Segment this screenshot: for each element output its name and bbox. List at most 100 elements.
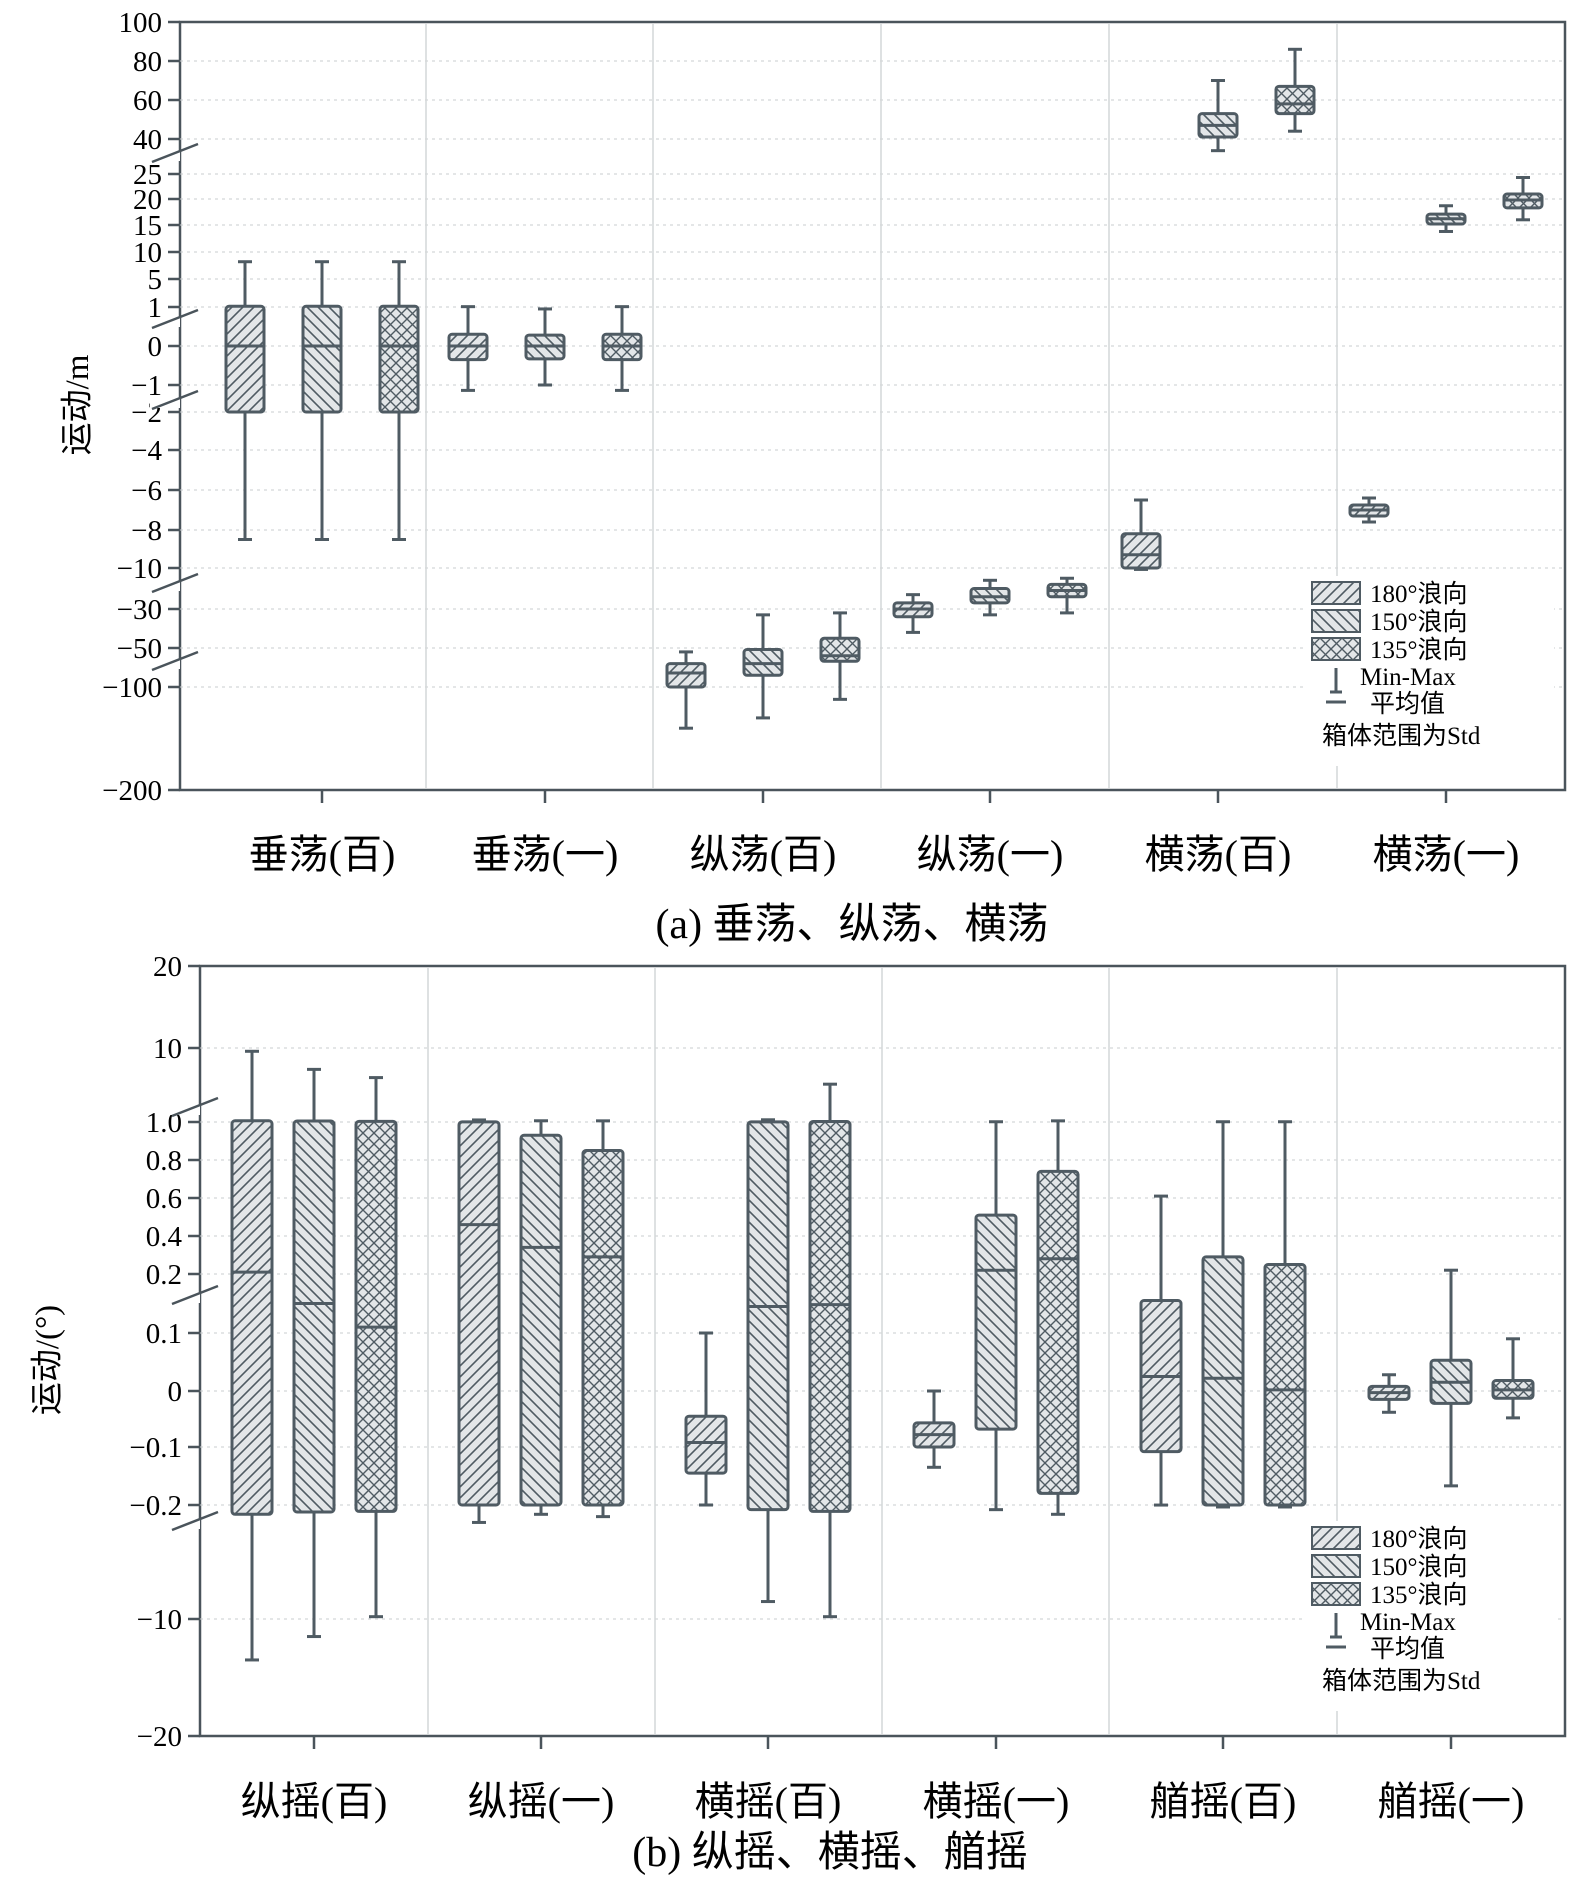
box-std — [224, 304, 266, 414]
y-tick-label: 0.6 — [146, 1183, 182, 1215]
axis-break-mark — [171, 1096, 219, 1118]
boxplot — [1263, 1120, 1307, 1509]
box-std — [519, 1133, 563, 1507]
box-std — [1201, 1255, 1245, 1507]
legend-background — [1304, 1521, 1554, 1711]
boxplot — [292, 1067, 336, 1639]
box-std — [581, 1149, 625, 1507]
category-label: 纵荡(一) — [917, 832, 1064, 877]
boxplot — [224, 260, 266, 541]
boxplot — [354, 1076, 398, 1619]
y-tick-label: 20 — [133, 184, 162, 216]
boxplots-a — [224, 47, 1544, 730]
boxplot — [378, 260, 420, 541]
boxplot — [581, 1119, 625, 1519]
legend-label: 135°浪向 — [1370, 636, 1468, 664]
legend-minmax-label: Min-Max — [1360, 664, 1456, 691]
axis-break-mark — [171, 1284, 219, 1306]
legend-swatch — [1311, 637, 1361, 661]
category-label: 垂荡(一) — [472, 832, 619, 877]
boxplot — [230, 1049, 274, 1662]
category-label: 纵荡(百) — [690, 832, 837, 877]
y-tick-label: 60 — [133, 85, 162, 117]
y-tick-label: −4 — [131, 435, 162, 467]
box-std — [808, 1120, 852, 1513]
boxplot — [301, 260, 343, 541]
category-label: 横摇(百) — [695, 1779, 842, 1824]
category-label: 纵摇(一) — [468, 1779, 615, 1824]
y-tick-label: 5 — [148, 264, 163, 296]
y-tick-label: 10 — [133, 237, 162, 269]
boxplot — [1502, 176, 1544, 222]
category-label: 垂荡(百) — [249, 832, 396, 877]
boxplot — [1139, 1194, 1183, 1507]
box-std — [746, 1120, 790, 1512]
y-axis-title-a: 运动/m — [60, 354, 96, 455]
legend-swatch — [1311, 1526, 1361, 1550]
category-labels-a: 垂荡(百) 垂荡(一) 纵荡(百) 纵荡(一) 横荡(百) 横荡(一) — [249, 832, 1520, 877]
boxplot — [1425, 204, 1467, 233]
y-tick-label: −6 — [131, 475, 162, 507]
category-label: 横摇(一) — [923, 1779, 1070, 1824]
axis-breaks-b — [170, 1096, 219, 1532]
box-std — [819, 636, 861, 663]
y-tick-label: 0.8 — [146, 1145, 182, 1177]
axis-break-mark — [151, 572, 199, 594]
boxplot — [519, 1119, 563, 1516]
y-tick-label: 0 — [168, 1376, 183, 1408]
category-label: 纵摇(百) — [241, 1779, 388, 1824]
box-std — [292, 1119, 336, 1514]
boxplot — [601, 305, 643, 392]
boxplot — [1348, 496, 1390, 524]
x-axis-ticks-a — [320, 790, 1448, 803]
y-tick-label: 15 — [133, 210, 162, 242]
boxplot — [684, 1331, 728, 1507]
y-tick-label: 0.1 — [146, 1318, 182, 1350]
boxplot — [742, 613, 784, 720]
boxplot — [1046, 576, 1088, 615]
boxplot — [1201, 1120, 1245, 1509]
box-std — [457, 1120, 501, 1507]
category-label: 艏摇(百) — [1150, 1779, 1297, 1824]
y-tick-label: 40 — [133, 124, 162, 156]
axis-break-mark — [171, 1510, 219, 1532]
box-std — [974, 1213, 1018, 1431]
axis-break-mark — [151, 650, 199, 672]
box-std — [230, 1119, 274, 1516]
axis-breaks-a — [150, 142, 199, 672]
y-tick-label: 0.2 — [146, 1259, 182, 1291]
boxplot — [1120, 498, 1162, 571]
box-std — [684, 1414, 728, 1475]
y-tick-label: 100 — [119, 7, 163, 39]
y-tick-label: 20 — [153, 951, 182, 983]
boxplot — [746, 1118, 790, 1604]
legend-swatch — [1311, 1582, 1361, 1606]
y-tick-label: −8 — [131, 515, 162, 547]
y-tick-label: −20 — [137, 1721, 182, 1753]
legend-label: 135°浪向 — [1370, 1581, 1468, 1609]
boxplot — [1367, 1373, 1411, 1414]
y-tick-label: 1 — [148, 292, 163, 324]
legend-mean-label: 平均值 — [1370, 690, 1445, 718]
y-tick-label: 0 — [148, 331, 163, 363]
boxplot — [457, 1118, 501, 1524]
category-label: 艏摇(一) — [1378, 1779, 1525, 1824]
legend-note: 箱体范围为Std — [1322, 1667, 1481, 1695]
legend-label: 150°浪向 — [1370, 608, 1468, 636]
category-label: 横荡(百) — [1145, 832, 1292, 877]
axis-break-mark — [151, 389, 199, 411]
boxplot — [1491, 1337, 1535, 1420]
legend-mean-label: 平均值 — [1370, 1635, 1445, 1663]
box-std — [1274, 84, 1316, 116]
y-tick-label: −10 — [117, 553, 162, 585]
box-std — [354, 1119, 398, 1513]
box-std — [1120, 532, 1162, 570]
category-label: 横荡(一) — [1373, 832, 1520, 877]
y-tick-label: −0.1 — [129, 1432, 182, 1464]
y-tick-label: 0.4 — [146, 1221, 183, 1253]
box-std — [1263, 1263, 1307, 1507]
